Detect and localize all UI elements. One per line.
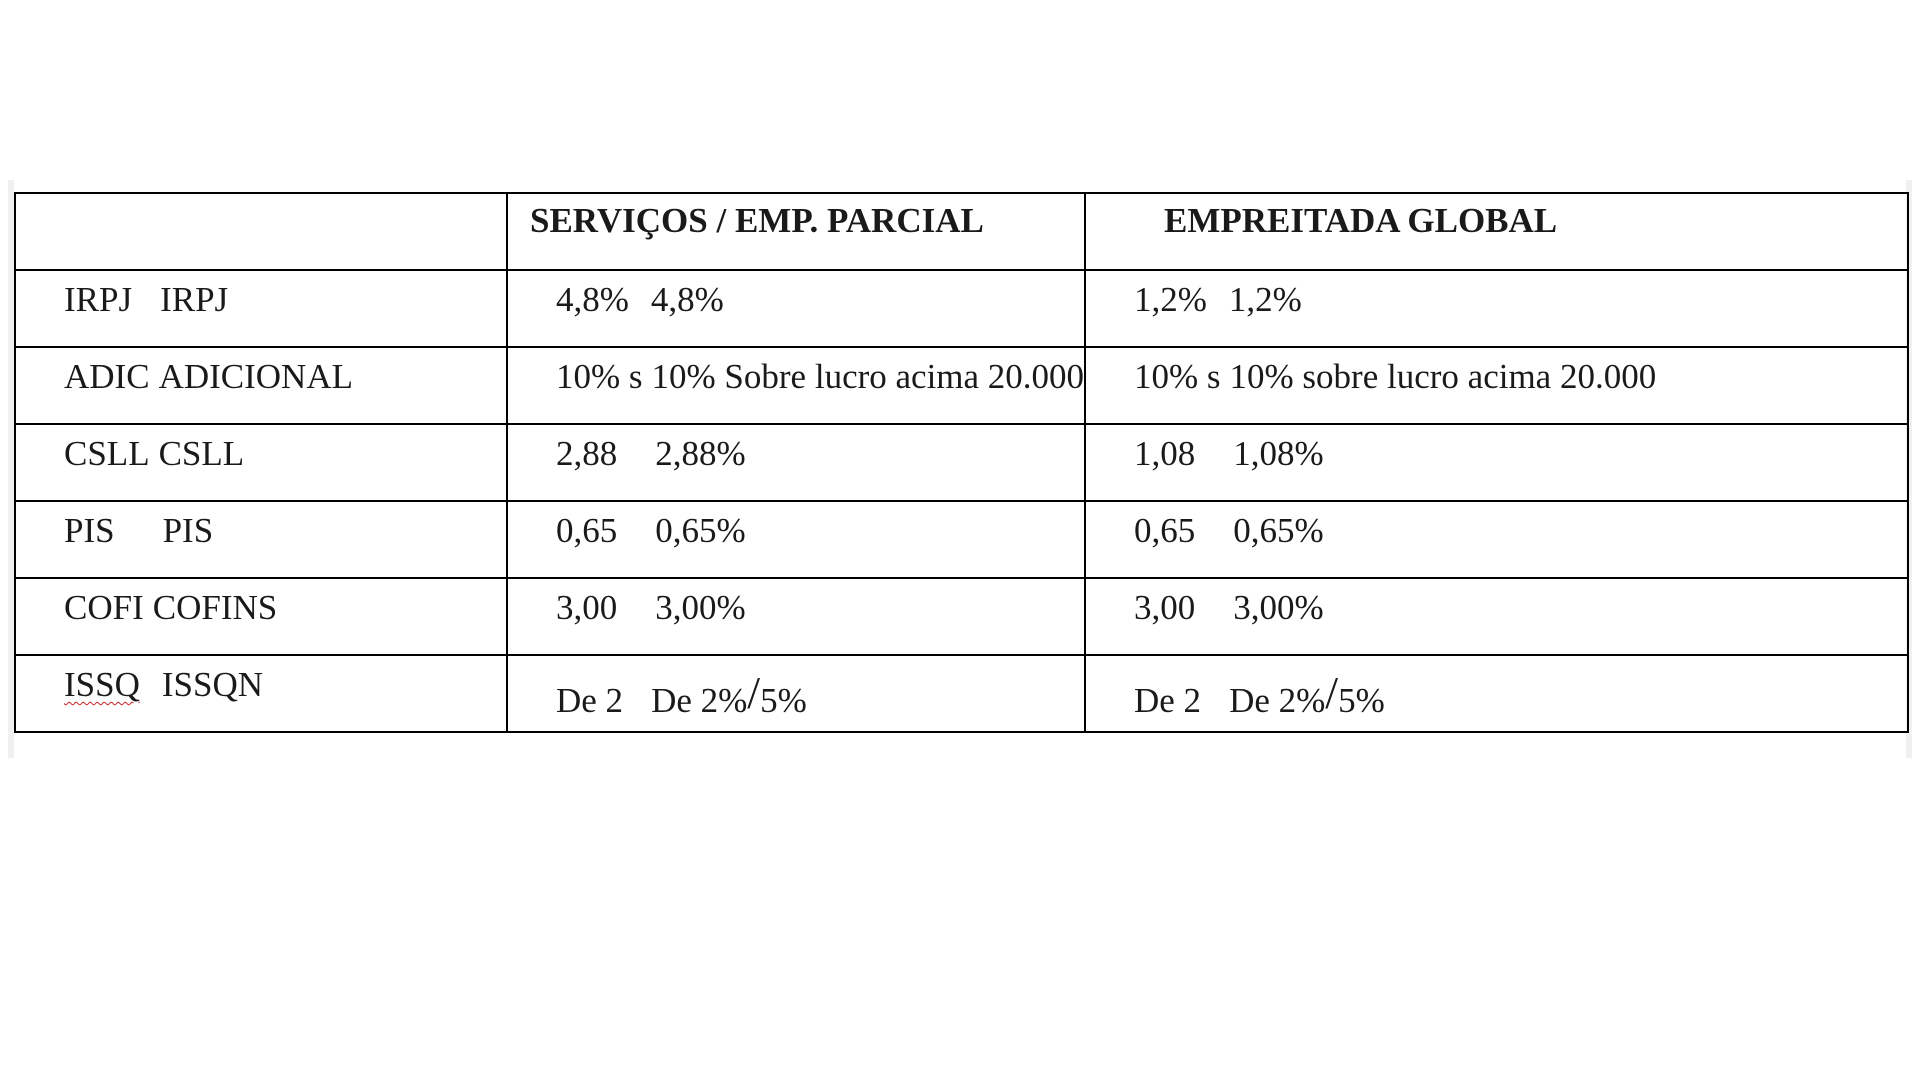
- rate-short: 10% s: [1134, 357, 1221, 396]
- tax-abbr: PIS: [64, 511, 115, 550]
- table-row: PIS PIS 0,65 0,65% 0,65 0,65%: [14, 500, 1909, 579]
- tax-name-cell: COFI COFINS: [14, 577, 508, 656]
- rate-full: 2,88%: [655, 434, 746, 473]
- rate-full: 3,00%: [655, 588, 746, 627]
- header-label-tax: [17, 195, 505, 200]
- rate-short: 2,88: [556, 434, 618, 473]
- rate-short: 1,08: [1134, 434, 1196, 473]
- rate-full-slash: /: [747, 667, 761, 718]
- tax-full-name: ADICIONAL: [158, 357, 353, 396]
- header-label-servicos: SERVIÇOS / EMP. PARCIAL: [530, 201, 984, 240]
- global-rate-cell: 3,00 3,00%: [1084, 577, 1909, 656]
- tax-abbr: CSLL: [64, 434, 150, 473]
- rate-short: 0,65: [1134, 511, 1196, 550]
- rate-short: 4,8%: [556, 280, 629, 319]
- rate-short: 0,65: [556, 511, 618, 550]
- tax-name-cell: PIS PIS: [14, 500, 508, 579]
- table-row: ISSQ ISSQN De 2 De 2%/5% De 2 De 2%/5%: [14, 654, 1909, 733]
- rate-full: 1,08%: [1233, 434, 1324, 473]
- servicos-rate-cell: 3,00 3,00%: [506, 577, 1086, 656]
- servicos-rate-cell: 0,65 0,65%: [506, 500, 1086, 579]
- servicos-rate-cell: 10% s 10% Sobre lucro acima 20.000: [506, 346, 1086, 425]
- rate-full: 4,8%: [650, 280, 724, 319]
- rate-full: 10% sobre lucro acima 20.000: [1229, 357, 1657, 396]
- tax-abbr: IRPJ: [64, 280, 133, 319]
- table-row: IRPJ IRPJ 4,8% 4,8% 1,2% 1,2%: [14, 269, 1909, 348]
- rate-short: De 2: [556, 681, 624, 720]
- rate-full: 10% Sobre lucro acima 20.000: [651, 357, 1085, 396]
- global-rate-cell: 1,2% 1,2%: [1084, 269, 1909, 348]
- rate-full-part-b: 5%: [760, 681, 807, 720]
- table-row: COFI COFINS 3,00 3,00% 3,00 3,00%: [14, 577, 1909, 656]
- tax-full-name: COFINS: [152, 588, 278, 627]
- header-cell-global: EMPREITADA GLOBAL: [1084, 192, 1909, 271]
- rate-full-part-a: De 2%: [1229, 681, 1326, 720]
- rate-full: 1,2%: [1228, 280, 1302, 319]
- tax-name-cell: ISSQ ISSQN: [14, 654, 508, 733]
- rate-full-part-a: De 2%: [651, 681, 748, 720]
- header-cell-servicos: SERVIÇOS / EMP. PARCIAL: [506, 192, 1086, 271]
- tax-rates-table: SERVIÇOS / EMP. PARCIAL EMPREITADA GLOBA…: [14, 192, 1909, 733]
- rate-full-slash: /: [1325, 667, 1339, 718]
- servicos-rate-cell: 2,88 2,88%: [506, 423, 1086, 502]
- table-row: CSLL CSLL 2,88 2,88% 1,08 1,08%: [14, 423, 1909, 502]
- servicos-rate-cell: De 2 De 2%/5%: [506, 654, 1086, 733]
- rate-short: 3,00: [1134, 588, 1196, 627]
- tax-name-cell: ADIC ADICIONAL: [14, 346, 508, 425]
- servicos-rate-cell: 4,8% 4,8%: [506, 269, 1086, 348]
- header-cell-tax: [14, 192, 508, 271]
- global-rate-cell: 10% s 10% sobre lucro acima 20.000: [1084, 346, 1909, 425]
- rate-full: 3,00%: [1233, 588, 1324, 627]
- global-rate-cell: De 2 De 2%/5%: [1084, 654, 1909, 733]
- global-rate-cell: 0,65 0,65%: [1084, 500, 1909, 579]
- tax-full-name: ISSQN: [161, 665, 264, 704]
- tax-abbr: ADIC: [64, 357, 150, 396]
- table-row: ADIC ADICIONAL 10% s 10% Sobre lucro acima…: [14, 346, 1909, 425]
- global-rate-cell: 1,08 1,08%: [1084, 423, 1909, 502]
- rate-short: 3,00: [556, 588, 618, 627]
- tax-abbr: ISSQ: [64, 665, 140, 704]
- tax-name-cell: IRPJ IRPJ: [14, 269, 508, 348]
- rate-short: De 2: [1134, 681, 1202, 720]
- tax-full-name: PIS: [162, 511, 214, 550]
- table-header-row: SERVIÇOS / EMP. PARCIAL EMPREITADA GLOBA…: [14, 192, 1909, 271]
- rate-short: 1,2%: [1134, 280, 1207, 319]
- tax-full-name: IRPJ: [160, 280, 229, 319]
- rate-full: 0,65%: [1233, 511, 1324, 550]
- tax-abbr: COFI: [64, 588, 144, 627]
- rate-full: 0,65%: [655, 511, 746, 550]
- header-label-global: EMPREITADA GLOBAL: [1164, 201, 1558, 240]
- rate-full-part-b: 5%: [1338, 681, 1385, 720]
- tax-full-name: CSLL: [158, 434, 245, 473]
- tax-name-cell: CSLL CSLL: [14, 423, 508, 502]
- rate-short: 10% s: [556, 357, 643, 396]
